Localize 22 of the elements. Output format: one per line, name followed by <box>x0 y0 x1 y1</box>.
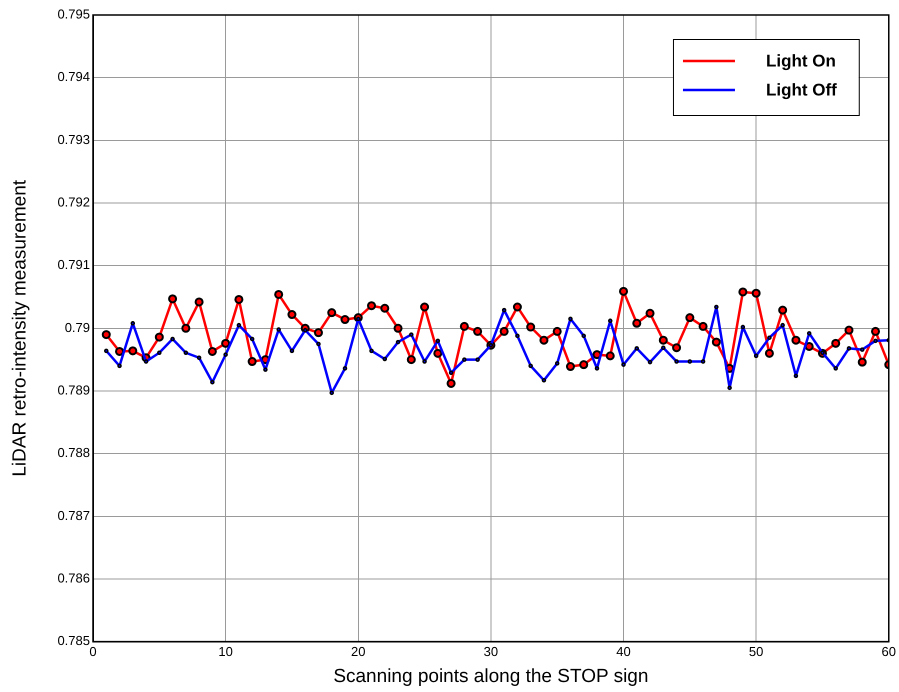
y-tick-label: 0.789 <box>57 382 90 398</box>
y-tick-label: 0.792 <box>57 194 90 210</box>
x-tick-label: 60 <box>882 644 896 659</box>
y-tick-label: 0.791 <box>57 257 90 272</box>
y-tick-label: 0.79 <box>64 320 90 335</box>
y-tick-label: 0.795 <box>57 6 90 22</box>
y-tick-label: 0.786 <box>57 570 90 586</box>
x-tick-label: 10 <box>218 644 233 659</box>
x-tick-label: 20 <box>351 644 366 659</box>
legend-label: Light On <box>766 52 836 71</box>
y-tick-label: 0.787 <box>57 508 90 523</box>
x-tick-label: 0 <box>89 644 97 659</box>
x-tick-label: 50 <box>748 644 764 659</box>
y-tick-label: 0.785 <box>57 633 90 648</box>
y-tick-label: 0.788 <box>57 445 90 460</box>
x-axis-title: Scanning points along the STOP sign <box>333 666 648 687</box>
y-axis-title: LiDAR retro-intensity measurement <box>10 179 31 477</box>
y-tick-label: 0.793 <box>57 132 90 147</box>
x-tick-label: 40 <box>616 644 631 659</box>
y-tick-label: 0.794 <box>57 69 90 84</box>
legend-label: Light Off <box>766 80 838 100</box>
x-tick-label: 30 <box>484 644 498 659</box>
